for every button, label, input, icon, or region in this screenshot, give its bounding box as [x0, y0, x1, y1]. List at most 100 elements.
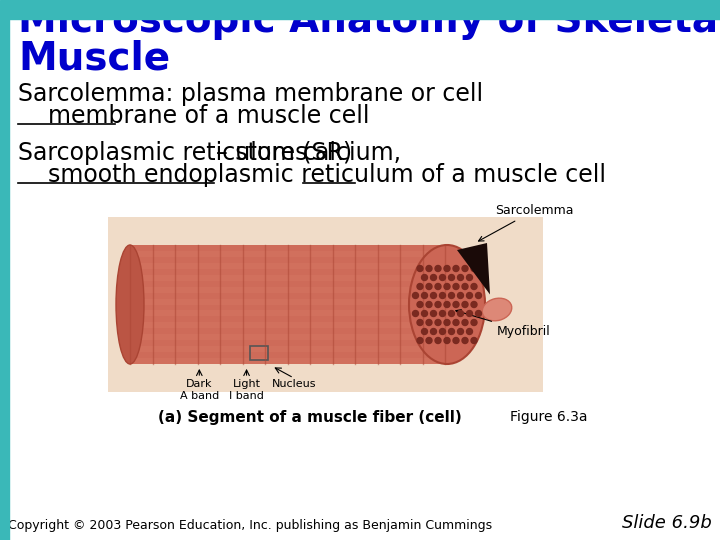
- Circle shape: [471, 320, 477, 326]
- Circle shape: [435, 338, 441, 343]
- Circle shape: [444, 338, 450, 343]
- Circle shape: [462, 338, 468, 343]
- Circle shape: [435, 320, 441, 326]
- Text: Sarcoplasmic reticulum (SR): Sarcoplasmic reticulum (SR): [18, 141, 352, 165]
- Circle shape: [435, 266, 441, 272]
- Circle shape: [417, 320, 423, 326]
- Bar: [250, 346, 268, 360]
- Text: Myofibril: Myofibril: [456, 310, 551, 338]
- Circle shape: [453, 338, 459, 343]
- Text: membrane of a muscle cell: membrane of a muscle cell: [18, 104, 369, 128]
- Bar: [130, 358, 445, 364]
- Circle shape: [449, 293, 454, 299]
- Circle shape: [462, 266, 468, 272]
- Circle shape: [421, 274, 428, 280]
- Text: Light
I band: Light I band: [229, 379, 264, 401]
- Circle shape: [462, 301, 468, 307]
- Circle shape: [462, 320, 468, 326]
- Circle shape: [453, 301, 459, 307]
- Text: Copyright © 2003 Pearson Education, Inc. publishing as Benjamin Cummings: Copyright © 2003 Pearson Education, Inc.…: [8, 519, 492, 532]
- Bar: [130, 305, 445, 310]
- Circle shape: [417, 284, 423, 289]
- Circle shape: [457, 293, 464, 299]
- Bar: [130, 322, 445, 328]
- Bar: [130, 269, 445, 275]
- Circle shape: [417, 338, 423, 343]
- Bar: [130, 352, 445, 358]
- Bar: [130, 299, 445, 305]
- Bar: [130, 245, 445, 364]
- Bar: [130, 293, 445, 299]
- Text: (a) Segment of a muscle fiber (cell): (a) Segment of a muscle fiber (cell): [158, 410, 462, 425]
- Circle shape: [444, 301, 450, 307]
- Bar: [130, 287, 445, 293]
- Circle shape: [439, 274, 446, 280]
- Circle shape: [444, 266, 450, 272]
- Bar: [130, 263, 445, 269]
- Text: Dark
A band: Dark A band: [180, 379, 219, 401]
- Circle shape: [426, 266, 432, 272]
- Circle shape: [421, 328, 428, 334]
- Circle shape: [453, 266, 459, 272]
- Circle shape: [457, 310, 464, 316]
- Text: Sarcolemma: plasma membrane or cell: Sarcolemma: plasma membrane or cell: [18, 82, 483, 106]
- Circle shape: [471, 266, 477, 272]
- Circle shape: [426, 320, 432, 326]
- Bar: [130, 251, 445, 257]
- Circle shape: [471, 301, 477, 307]
- Bar: [130, 275, 445, 281]
- Text: – stores: – stores: [216, 141, 315, 165]
- Circle shape: [467, 310, 472, 316]
- Circle shape: [467, 328, 472, 334]
- Bar: [130, 334, 445, 340]
- Ellipse shape: [116, 245, 144, 364]
- Circle shape: [475, 310, 482, 316]
- Bar: [130, 310, 445, 316]
- Circle shape: [467, 274, 472, 280]
- Circle shape: [426, 338, 432, 343]
- Circle shape: [449, 274, 454, 280]
- Circle shape: [431, 310, 436, 316]
- Circle shape: [475, 293, 482, 299]
- Circle shape: [453, 284, 459, 289]
- Circle shape: [421, 310, 428, 316]
- Circle shape: [435, 284, 441, 289]
- Circle shape: [471, 284, 477, 289]
- Bar: [130, 316, 445, 322]
- Circle shape: [435, 301, 441, 307]
- Ellipse shape: [409, 245, 485, 364]
- Circle shape: [439, 328, 446, 334]
- Bar: [108, 217, 543, 392]
- Circle shape: [467, 293, 472, 299]
- Bar: [130, 245, 445, 251]
- Circle shape: [449, 310, 454, 316]
- Circle shape: [426, 284, 432, 289]
- Text: Slide 6.9b: Slide 6.9b: [622, 514, 712, 532]
- Circle shape: [453, 320, 459, 326]
- Text: Sarcolemma: Sarcolemma: [479, 204, 574, 241]
- Circle shape: [444, 320, 450, 326]
- Circle shape: [449, 328, 454, 334]
- Ellipse shape: [482, 298, 512, 321]
- Bar: [130, 257, 445, 263]
- Bar: [130, 340, 445, 346]
- Circle shape: [417, 266, 423, 272]
- Circle shape: [426, 301, 432, 307]
- Text: Nucleus: Nucleus: [271, 379, 316, 389]
- Circle shape: [431, 328, 436, 334]
- Circle shape: [413, 310, 418, 316]
- Circle shape: [413, 293, 418, 299]
- Circle shape: [421, 293, 428, 299]
- Text: Microscopic Anatomy of Skeletal: Microscopic Anatomy of Skeletal: [18, 2, 720, 40]
- Text: Muscle: Muscle: [18, 39, 170, 77]
- Bar: [130, 346, 445, 352]
- Circle shape: [471, 338, 477, 343]
- Circle shape: [457, 274, 464, 280]
- Circle shape: [462, 284, 468, 289]
- Circle shape: [439, 310, 446, 316]
- Circle shape: [431, 274, 436, 280]
- Circle shape: [444, 284, 450, 289]
- Circle shape: [431, 293, 436, 299]
- Circle shape: [417, 301, 423, 307]
- Text: Figure 6.3a: Figure 6.3a: [510, 410, 588, 424]
